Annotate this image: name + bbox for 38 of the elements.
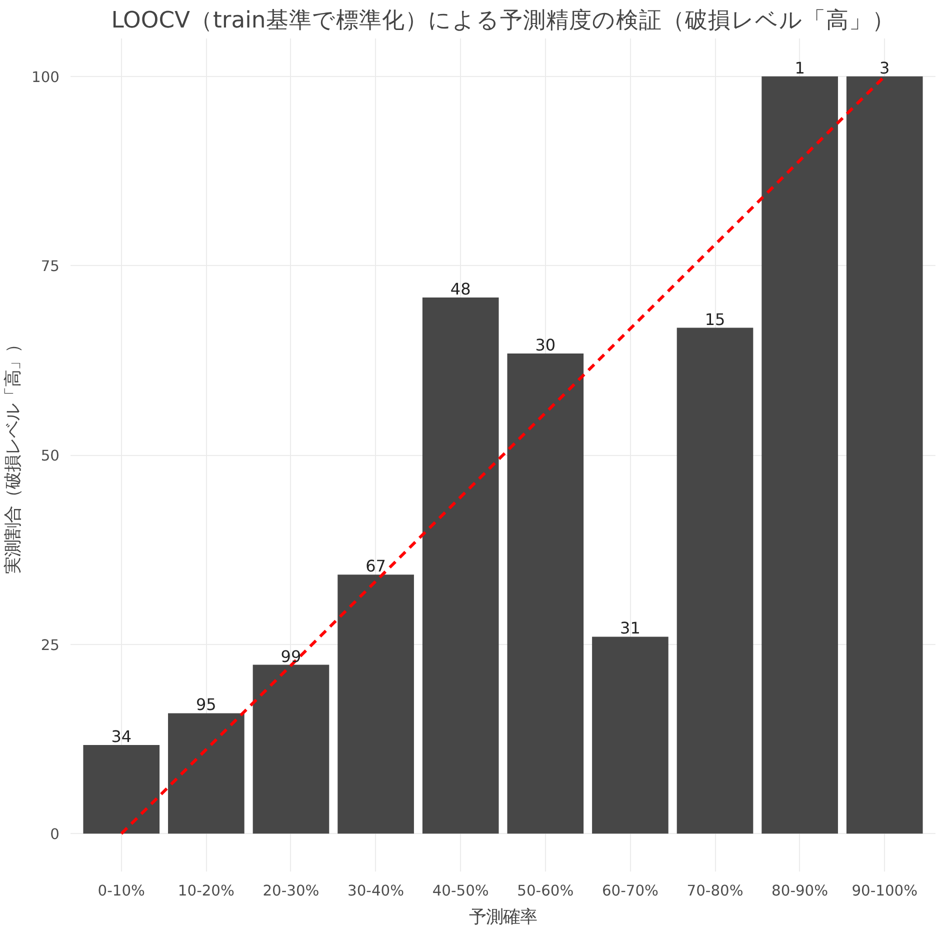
x-tick-label: 80-90% (772, 882, 828, 900)
x-tick-label: 0-10% (98, 882, 146, 900)
annotation: 95 (196, 695, 216, 714)
bar (676, 328, 754, 834)
bar (592, 636, 668, 834)
y-tick-label: 100 (32, 68, 60, 86)
x-tick-label: 40-50% (432, 882, 489, 900)
x-tick-label: 70-80% (686, 882, 744, 900)
x-tick-label: 90-100% (852, 882, 918, 900)
y-axis-title: 実測割合（破損レベル「高」） (4, 336, 24, 574)
annotation: 31 (620, 618, 640, 638)
chart-title: LOOCV（train基準で標準化）による予測精度の検証（破損レベル「高」） (111, 8, 895, 34)
bar (762, 76, 838, 834)
bar (422, 297, 499, 834)
y-tick-label: 0 (50, 826, 60, 844)
annotation: 3 (880, 58, 890, 78)
x-tick-label: 10-20% (178, 882, 235, 900)
annotation: 1 (794, 58, 805, 78)
bar (846, 76, 923, 834)
x-tick-label: 60-70% (602, 882, 659, 900)
bar (507, 354, 584, 834)
bar (83, 745, 160, 834)
y-tick-label: 25 (40, 636, 60, 654)
y-tick-label: 50 (40, 448, 60, 464)
annotation: 99 (280, 646, 302, 666)
x-tick-label: 50-60% (517, 882, 574, 900)
annotation: 34 (111, 727, 132, 746)
annotation: 30 (535, 336, 556, 355)
bar (252, 664, 330, 834)
bar (168, 713, 244, 834)
bar (338, 574, 414, 834)
annotation: 67 (366, 556, 386, 576)
annotation: 48 (450, 279, 471, 298)
x-axis-title: 予測確率 (469, 908, 537, 928)
x-tick-label: 20-30% (262, 882, 320, 900)
y-tick-label: 75 (40, 258, 60, 276)
x-tick-label: 30-40% (348, 882, 404, 900)
annotation: 15 (704, 310, 726, 329)
